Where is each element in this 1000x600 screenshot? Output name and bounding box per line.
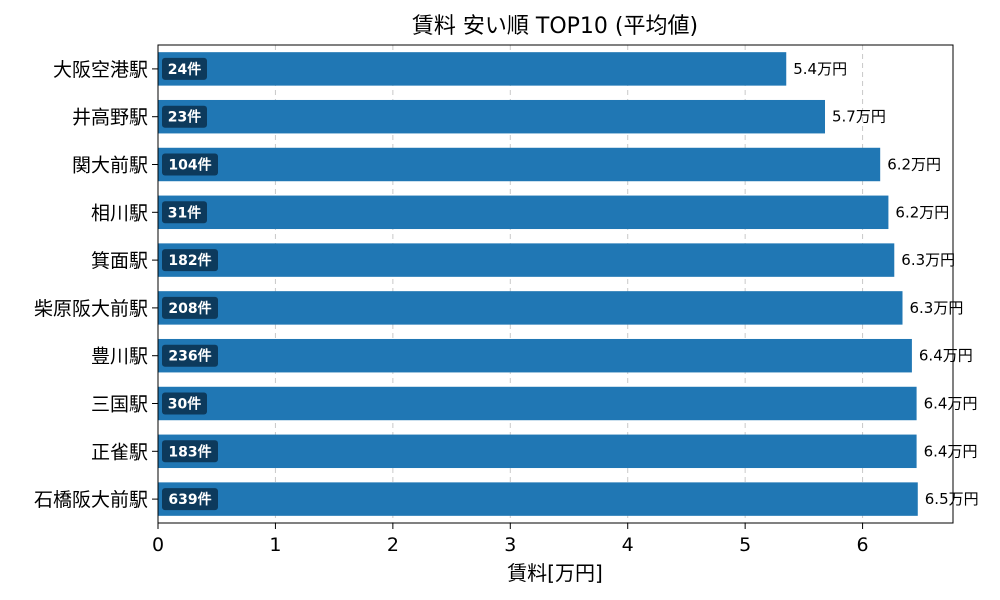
count-label: 639件 <box>168 491 211 508</box>
bar <box>158 243 895 277</box>
bar <box>158 291 903 325</box>
plot-frame <box>157 44 954 524</box>
y-tick-label: 豊川駅 <box>91 346 148 368</box>
count-label: 104件 <box>168 157 211 174</box>
y-tick-label: 関大前駅 <box>72 155 148 177</box>
count-badge <box>162 392 207 415</box>
y-tick-label: 相川駅 <box>91 202 148 224</box>
chart-title: 賃料 安い順 TOP10 (平均値) <box>412 14 698 39</box>
count-badge <box>162 296 218 319</box>
value-label: 6.4万円 <box>924 395 978 413</box>
count-badge <box>162 249 218 272</box>
value-label: 5.4万円 <box>793 60 847 78</box>
count-badge <box>162 440 218 463</box>
x-tick-label: 5 <box>739 534 751 556</box>
x-tick-label: 4 <box>622 534 634 556</box>
x-tick-label: 6 <box>857 534 869 556</box>
bar <box>158 338 912 373</box>
y-tick-label: 石橋阪大前駅 <box>34 489 148 511</box>
value-label: 6.4万円 <box>919 347 973 365</box>
bar <box>158 482 918 516</box>
count-badge <box>162 201 207 224</box>
x-tick-labels: 0 1 2 3 4 5 6 <box>152 523 869 556</box>
count-badge <box>162 344 218 367</box>
y-tick-label: 箕面駅 <box>91 250 148 272</box>
y-tick-label: 柴原阪大前駅 <box>34 298 148 320</box>
value-label: 6.3万円 <box>910 299 964 317</box>
x-tick-label: 1 <box>269 534 281 556</box>
count-label: 23件 <box>168 109 201 126</box>
count-badge <box>162 488 218 511</box>
y-tick-label: 大阪空港駅 <box>53 59 148 81</box>
count-badge <box>162 153 218 176</box>
y-tick-label: 井高野駅 <box>72 107 148 129</box>
bar <box>158 147 881 182</box>
bar <box>158 52 787 86</box>
bar <box>158 99 826 134</box>
count-label: 236件 <box>168 348 211 365</box>
count-label: 182件 <box>168 252 211 269</box>
count-badge <box>162 105 207 128</box>
value-label: 6.3万円 <box>901 251 955 269</box>
bar <box>158 434 917 469</box>
y-tick-label: 三国駅 <box>91 394 148 416</box>
count-label: 24件 <box>168 61 201 78</box>
bar <box>158 386 917 421</box>
value-label: 6.2万円 <box>895 203 949 221</box>
bars-group: 5.4万円 24件 5.7万円 23件 6.2万円 104件 6.2万円 31件 6.3万円 18… <box>158 52 979 516</box>
y-tick-label: 正雀駅 <box>91 441 148 463</box>
count-label: 183件 <box>168 443 211 460</box>
count-label: 208件 <box>168 300 211 317</box>
value-label: 6.5万円 <box>925 490 979 508</box>
count-label: 30件 <box>168 396 201 413</box>
x-tick-label: 2 <box>387 534 399 556</box>
x-axis-label: 賃料[万円] <box>507 561 603 585</box>
x-tick-label: 0 <box>152 534 164 556</box>
count-badge <box>162 57 207 80</box>
value-label: 5.7万円 <box>832 108 886 126</box>
value-label: 6.4万円 <box>924 442 978 460</box>
count-label: 31件 <box>168 204 201 221</box>
value-label: 6.2万円 <box>887 156 941 174</box>
bar <box>158 195 889 230</box>
x-tick-label: 3 <box>504 534 516 556</box>
